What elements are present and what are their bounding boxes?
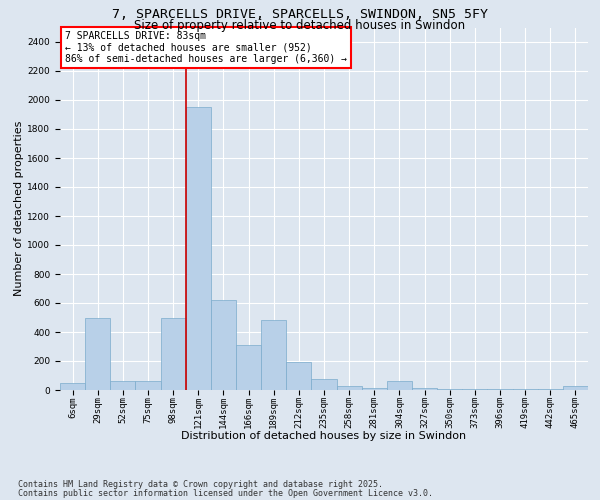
Bar (261, 320, 286, 390)
Bar (563, 386, 588, 390)
Bar (211, 300, 236, 390)
Bar (286, 362, 311, 390)
Bar (60, 383, 85, 390)
Bar (136, 382, 161, 390)
Bar (412, 388, 437, 390)
Bar (110, 382, 136, 390)
Text: Size of property relative to detached houses in Swindon: Size of property relative to detached ho… (134, 18, 466, 32)
Bar (186, 107, 211, 390)
Text: Contains HM Land Registry data © Crown copyright and database right 2025.: Contains HM Land Registry data © Crown c… (18, 480, 383, 489)
Bar (387, 382, 412, 390)
Bar (311, 379, 337, 390)
Text: 7, SPARCELLS DRIVE, SPARCELLS, SWINDON, SN5 5FY: 7, SPARCELLS DRIVE, SPARCELLS, SWINDON, … (112, 8, 488, 20)
Bar (85, 318, 110, 390)
Bar (437, 388, 462, 390)
Bar (236, 345, 261, 390)
X-axis label: Distribution of detached houses by size in Swindon: Distribution of detached houses by size … (181, 432, 467, 442)
Bar (362, 388, 387, 390)
Text: 7 SPARCELLS DRIVE: 83sqm
← 13% of detached houses are smaller (952)
86% of semi-: 7 SPARCELLS DRIVE: 83sqm ← 13% of detach… (65, 31, 347, 64)
Y-axis label: Number of detached properties: Number of detached properties (14, 121, 25, 296)
Bar (337, 386, 362, 390)
Bar (161, 318, 186, 390)
Text: Contains public sector information licensed under the Open Government Licence v3: Contains public sector information licen… (18, 488, 433, 498)
